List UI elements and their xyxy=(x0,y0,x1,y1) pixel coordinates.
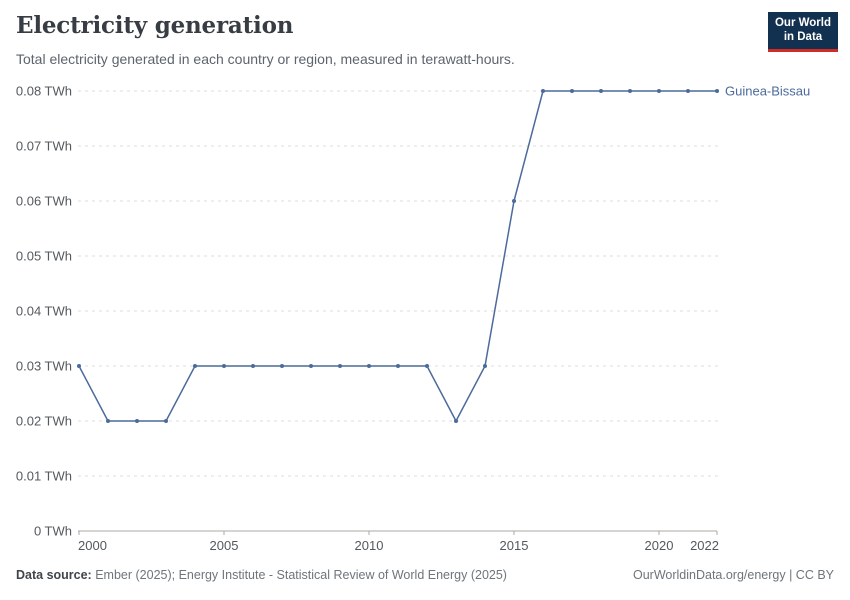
owid-logo-line2: in Data xyxy=(783,31,823,44)
owid-logo-line1: Our World xyxy=(774,17,831,29)
data-point[interactable] xyxy=(338,364,342,368)
y-tick-label: 0.01 TWh xyxy=(16,469,72,484)
data-point[interactable] xyxy=(570,89,574,93)
data-point[interactable] xyxy=(106,419,110,423)
x-tick-label: 2020 xyxy=(645,538,674,553)
data-point[interactable] xyxy=(686,89,690,93)
y-tick-label: 0.04 TWh xyxy=(16,304,72,319)
data-point[interactable] xyxy=(628,89,632,93)
y-tick-label: 0.05 TWh xyxy=(16,249,72,264)
data-point[interactable] xyxy=(193,364,197,368)
data-point[interactable] xyxy=(599,89,603,93)
y-tick-label: 0 TWh xyxy=(34,524,72,539)
x-tick-label: 2015 xyxy=(500,538,529,553)
chart-subtitle: Total electricity generated in each coun… xyxy=(16,51,515,67)
data-point[interactable] xyxy=(657,89,661,93)
y-tick-label: 0.06 TWh xyxy=(16,194,72,209)
data-point[interactable] xyxy=(222,364,226,368)
data-point[interactable] xyxy=(135,419,139,423)
x-tick-label: 2000 xyxy=(78,538,107,553)
data-point[interactable] xyxy=(396,364,400,368)
data-source-label: Data source: xyxy=(16,568,92,582)
data-point[interactable] xyxy=(164,419,168,423)
data-point[interactable] xyxy=(454,419,458,423)
data-source-note: Data source: Ember (2025); Energy Instit… xyxy=(16,568,507,582)
data-point[interactable] xyxy=(251,364,255,368)
chart-footer: Data source: Ember (2025); Energy Instit… xyxy=(16,568,834,582)
data-point[interactable] xyxy=(512,199,516,203)
data-source-text: Ember (2025); Energy Institute - Statist… xyxy=(91,568,507,582)
y-tick-label: 0.02 TWh xyxy=(16,414,72,429)
data-point[interactable] xyxy=(715,89,719,93)
y-tick-label: 0.03 TWh xyxy=(16,359,72,374)
data-point[interactable] xyxy=(541,89,545,93)
x-tick-label: 2005 xyxy=(210,538,239,553)
data-point[interactable] xyxy=(425,364,429,368)
page-title: Electricity generation xyxy=(16,12,294,39)
x-tick-label: 2010 xyxy=(355,538,384,553)
line-chart[interactable]: 0 TWh 0.01 TWh 0.02 TWh 0.03 TWh 0.04 TWh 0.0… xyxy=(0,78,850,560)
x-tick-label: 2022 xyxy=(690,538,719,553)
data-point[interactable] xyxy=(483,364,487,368)
data-point[interactable] xyxy=(309,364,313,368)
series-line[interactable] xyxy=(78,90,717,422)
chart-canvas[interactable]: 0 TWh 0.01 TWh 0.02 TWh 0.03 TWh 0.04 TWh 0.0… xyxy=(0,78,850,560)
data-point[interactable] xyxy=(77,364,81,368)
y-tick-label: 0.07 TWh xyxy=(16,139,72,154)
series-end-label: Guinea-Bissau xyxy=(725,84,810,99)
data-point[interactable] xyxy=(280,364,284,368)
data-point[interactable] xyxy=(367,364,371,368)
owid-logo[interactable]: Our World in Data xyxy=(768,12,838,52)
y-tick-label: 0.08 TWh xyxy=(16,84,72,99)
license-credit-link[interactable]: OurWorldinData.org/energy | CC BY xyxy=(632,568,834,582)
